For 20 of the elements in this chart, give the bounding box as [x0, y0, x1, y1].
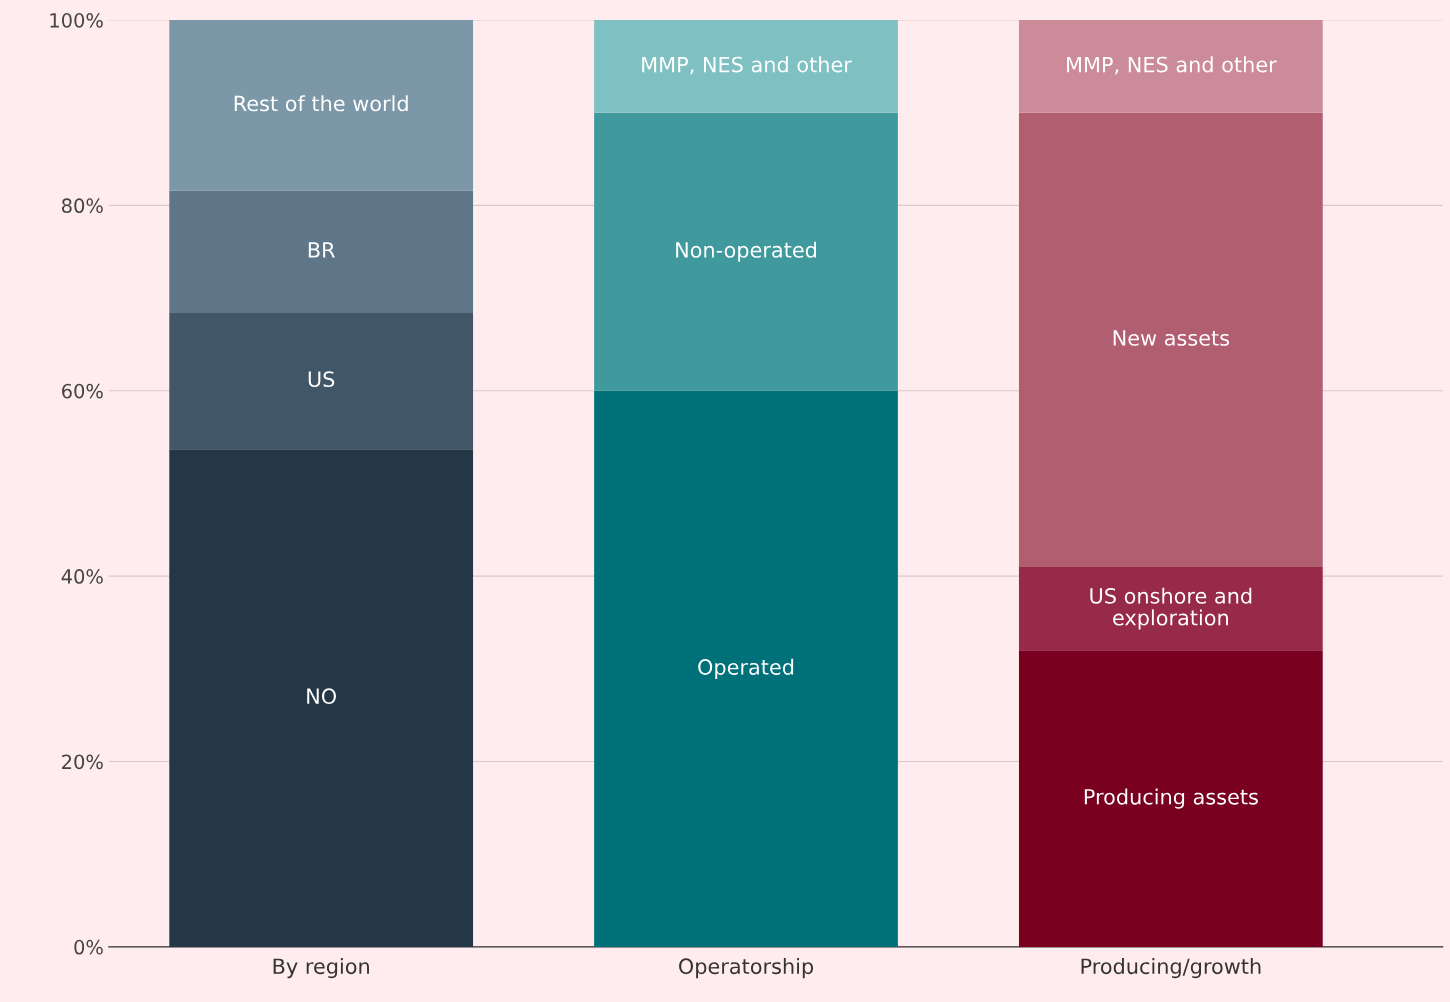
series-label: US onshore and exploration — [1090, 587, 1252, 630]
series-label: BR — [308, 242, 335, 258]
series-label: MMP, NES and other — [1067, 56, 1277, 75]
y-tick-label: 100% — [50, 13, 103, 28]
x-tick-label: By region — [273, 958, 369, 979]
series-label: NO — [307, 688, 336, 705]
series-label: New assets — [1113, 330, 1230, 346]
series-label: Producing assets — [1084, 788, 1258, 809]
y-tick-label: 40% — [61, 569, 103, 584]
series-label: US — [308, 371, 335, 388]
y-tick-label: 0% — [74, 939, 103, 955]
series-label: MMP, NES and other — [642, 56, 852, 75]
x-tick-label: Operatorship — [679, 958, 814, 979]
y-tick-label: 60% — [62, 383, 103, 399]
y-tick-label: 80% — [61, 198, 103, 214]
series-label: Operated — [698, 658, 794, 679]
y-tick-label: 20% — [62, 754, 103, 770]
series-label: Rest of the world — [234, 95, 408, 112]
series-label: Non-operated — [676, 241, 816, 262]
x-tick-label: Producing/growth — [1081, 958, 1261, 979]
